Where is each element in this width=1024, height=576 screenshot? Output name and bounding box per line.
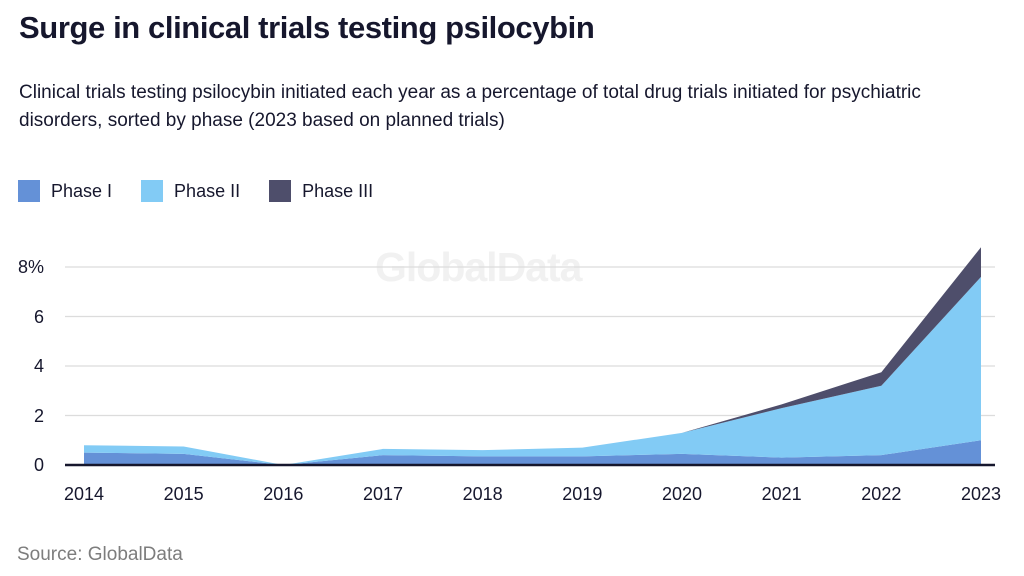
y-axis-tick-label: 6 xyxy=(33,306,44,327)
legend-label: Phase I xyxy=(51,180,113,201)
source-note: Source: GlobalData xyxy=(17,544,183,565)
x-axis-tick-label: 2017 xyxy=(362,484,404,504)
chart-svg xyxy=(65,247,995,467)
legend-swatch-icon xyxy=(141,180,164,202)
x-axis-tick-label: 2020 xyxy=(661,484,703,504)
x-axis-tick-label: 2016 xyxy=(263,484,304,504)
legend-swatch-icon xyxy=(269,180,292,202)
y-axis-tick-label: 2 xyxy=(33,405,44,426)
y-axis-tick-label: 0 xyxy=(33,455,44,475)
legend-swatch-icon xyxy=(18,180,40,202)
x-axis-tick-label: 2018 xyxy=(462,484,503,504)
y-axis-tick-label: 4 xyxy=(33,356,44,376)
area-band-phase-i xyxy=(84,440,981,465)
area-band-phase-ii xyxy=(84,276,981,465)
legend-label: Phase III xyxy=(302,180,374,201)
chart-legend: Phase I Phase II Phase III xyxy=(18,180,402,202)
legend-item-phase-ii: Phase II xyxy=(141,180,240,202)
x-axis-tick-label: 2015 xyxy=(163,484,204,504)
x-axis-tick-label: 2014 xyxy=(63,484,105,504)
x-axis-tick-label: 2021 xyxy=(761,484,802,504)
page-title: Surge in clinical trials testing psilocy… xyxy=(19,10,595,45)
x-axis-tick-label: 2022 xyxy=(861,484,902,504)
chart-subtitle: Clinical trials testing psilocybin initi… xyxy=(19,82,921,131)
legend-item-phase-i: Phase I xyxy=(18,180,112,202)
x-axis-tick-label: 2023 xyxy=(960,484,1002,504)
legend-item-phase-iii: Phase III xyxy=(269,180,373,202)
x-axis-tick-label: 2019 xyxy=(562,484,603,504)
legend-label: Phase II xyxy=(174,180,241,201)
y-axis-tick-label: 8% xyxy=(17,257,44,277)
